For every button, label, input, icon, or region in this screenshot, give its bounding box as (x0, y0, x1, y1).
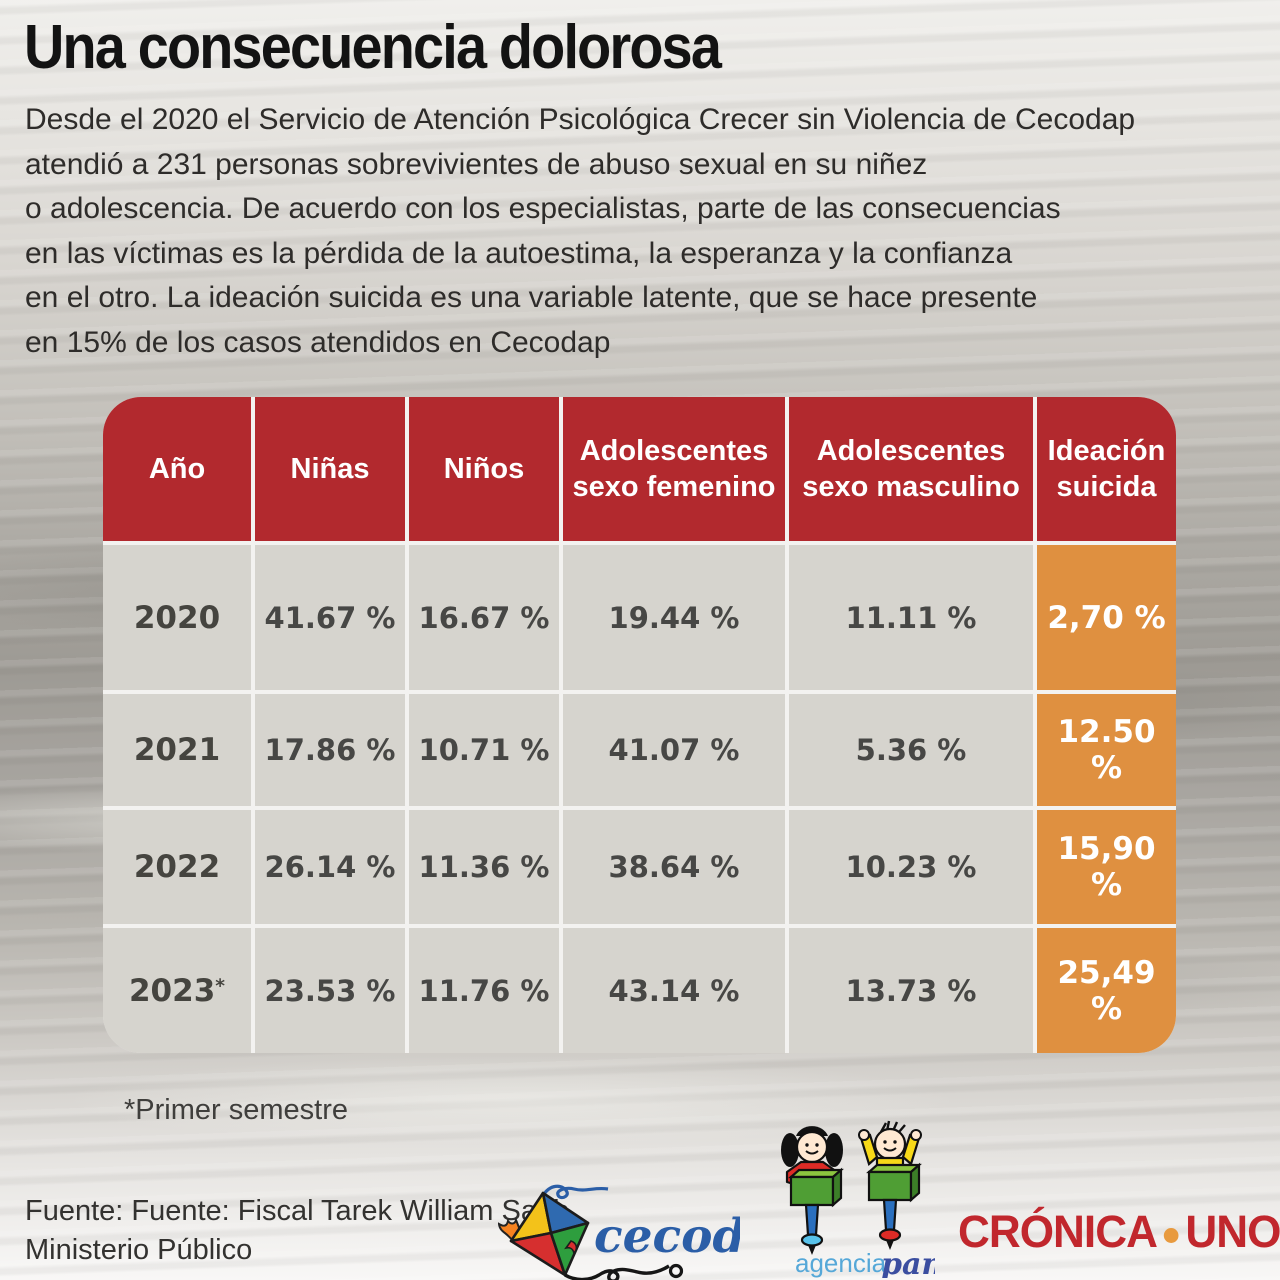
year-note: * (215, 976, 225, 997)
table-cell: 26.14 % (255, 810, 405, 924)
year-label: 2023 (128, 972, 216, 1009)
intro-line: en 15% de los casos atendidos en Cecodap (25, 325, 611, 359)
table-cell: 16.67 % (409, 545, 559, 690)
col-header-ideacion-suicida: Ideación suicida (1037, 397, 1176, 541)
table-cell: 5.36 % (789, 694, 1033, 806)
table-cell: 11.76 % (409, 928, 559, 1053)
data-table: Año Niñas Niños Adolescentes sexo femeni… (103, 397, 1176, 1053)
cecodap-kite-icon: cecodap (497, 1184, 809, 1280)
uno-wordmark: UNO (1185, 1206, 1280, 1257)
table-cell: 43.14 % (563, 928, 785, 1053)
year-cell: 2020 (103, 545, 251, 690)
table-cell: 13.73 % (789, 928, 1033, 1053)
col-header-adolescentes-masculino: Adolescentes sexo masculino (789, 397, 1033, 541)
ideacion-cell: 25,49 % (1037, 928, 1176, 1053)
col-header-adolescentes-femenino: Adolescentes sexo femenino (563, 397, 785, 541)
table-cell: 10.71 % (409, 694, 559, 806)
source-text: Fuente: Fuente: Fiscal Tarek William Saa… (25, 1192, 577, 1270)
year-label: 2022 (133, 849, 221, 885)
page-title: Una consecuencia dolorosa (24, 13, 722, 82)
source-line-1: Fuente: Fuente: Fiscal Tarek William Saa… (25, 1195, 578, 1227)
table-cell: 41.67 % (255, 545, 405, 690)
table-cell: 38.64 % (563, 810, 785, 924)
cecodap-wordmark: cecodap (594, 1209, 740, 1264)
year-label: 2021 (133, 732, 221, 768)
intro-line: atendió a 231 personas sobrevivientes de… (25, 147, 928, 181)
year-cell: 2022 (103, 810, 251, 924)
agencia-pana-kids-icon: agencia pana (781, 1120, 963, 1280)
table-cell: 11.36 % (409, 810, 559, 924)
pana-wordmark: pana (881, 1247, 935, 1278)
cronica-wordmark: CRÓNICA (958, 1206, 1158, 1257)
col-header-ano: Año (103, 397, 251, 541)
source-line-2: Ministerio Público (25, 1234, 253, 1266)
table-footnote: *Primer semestre (124, 1094, 348, 1126)
col-header-ninas: Niñas (255, 397, 405, 541)
year-cell: 2021 (103, 694, 251, 806)
table-cell: 11.11 % (789, 545, 1033, 690)
intro-line: en el otro. La ideación suicida es una v… (25, 281, 1038, 314)
cronica-dot-icon (1163, 1227, 1179, 1243)
table-cell: 17.86 % (255, 694, 405, 806)
table-cell: 19.44 % (563, 545, 785, 690)
intro-line: Desde el 2020 el Servicio de Atención Ps… (25, 103, 1136, 136)
agencia-wordmark: agencia (795, 1248, 887, 1278)
year-cell: 2023 * (103, 928, 251, 1053)
ideacion-cell: 12.50 % (1037, 694, 1176, 806)
cecodap-logo: cecodap (497, 1178, 809, 1280)
intro-paragraph: Desde el 2020 el Servicio de Atención Ps… (25, 98, 1265, 365)
table-cell: 10.23 % (789, 810, 1033, 924)
agencia-pana-logo: agencia pana (763, 1120, 963, 1280)
ideacion-cell: 2,70 % (1037, 545, 1176, 690)
ideacion-cell: 15,90 % (1037, 810, 1176, 924)
intro-line: en las víctimas es la pérdida de la auto… (25, 236, 1013, 270)
cronica-uno-logo: CRÓNICA UNO (958, 1206, 1280, 1258)
table-cell: 41.07 % (563, 694, 785, 806)
intro-line: o adolescencia. De acuerdo con los espec… (25, 192, 1061, 225)
col-header-ninos: Niños (409, 397, 559, 541)
year-label: 2020 (133, 599, 221, 636)
table-cell: 23.53 % (255, 928, 405, 1053)
